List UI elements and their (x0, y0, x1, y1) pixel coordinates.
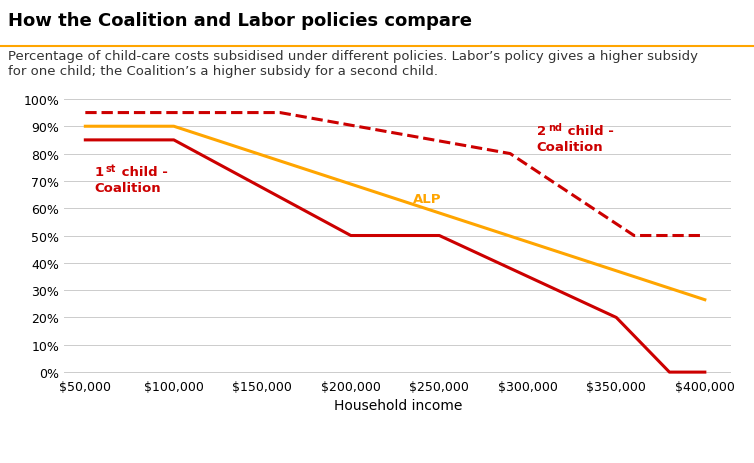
Text: child -: child - (117, 165, 168, 178)
Text: nd: nd (548, 123, 562, 132)
Text: st: st (106, 163, 116, 173)
Text: ALP: ALP (412, 193, 441, 206)
Text: child -: child - (563, 125, 614, 138)
Text: How the Coalition and Labor policies compare: How the Coalition and Labor policies com… (8, 12, 471, 30)
Text: 1: 1 (94, 165, 103, 178)
Text: Percentage of child-care costs subsidised under different policies. Labor’s poli: Percentage of child-care costs subsidise… (8, 50, 697, 77)
X-axis label: Household income: Household income (333, 398, 462, 413)
Text: Coalition: Coalition (537, 141, 603, 154)
Text: 2: 2 (537, 125, 546, 138)
Text: Coalition: Coalition (94, 181, 161, 194)
